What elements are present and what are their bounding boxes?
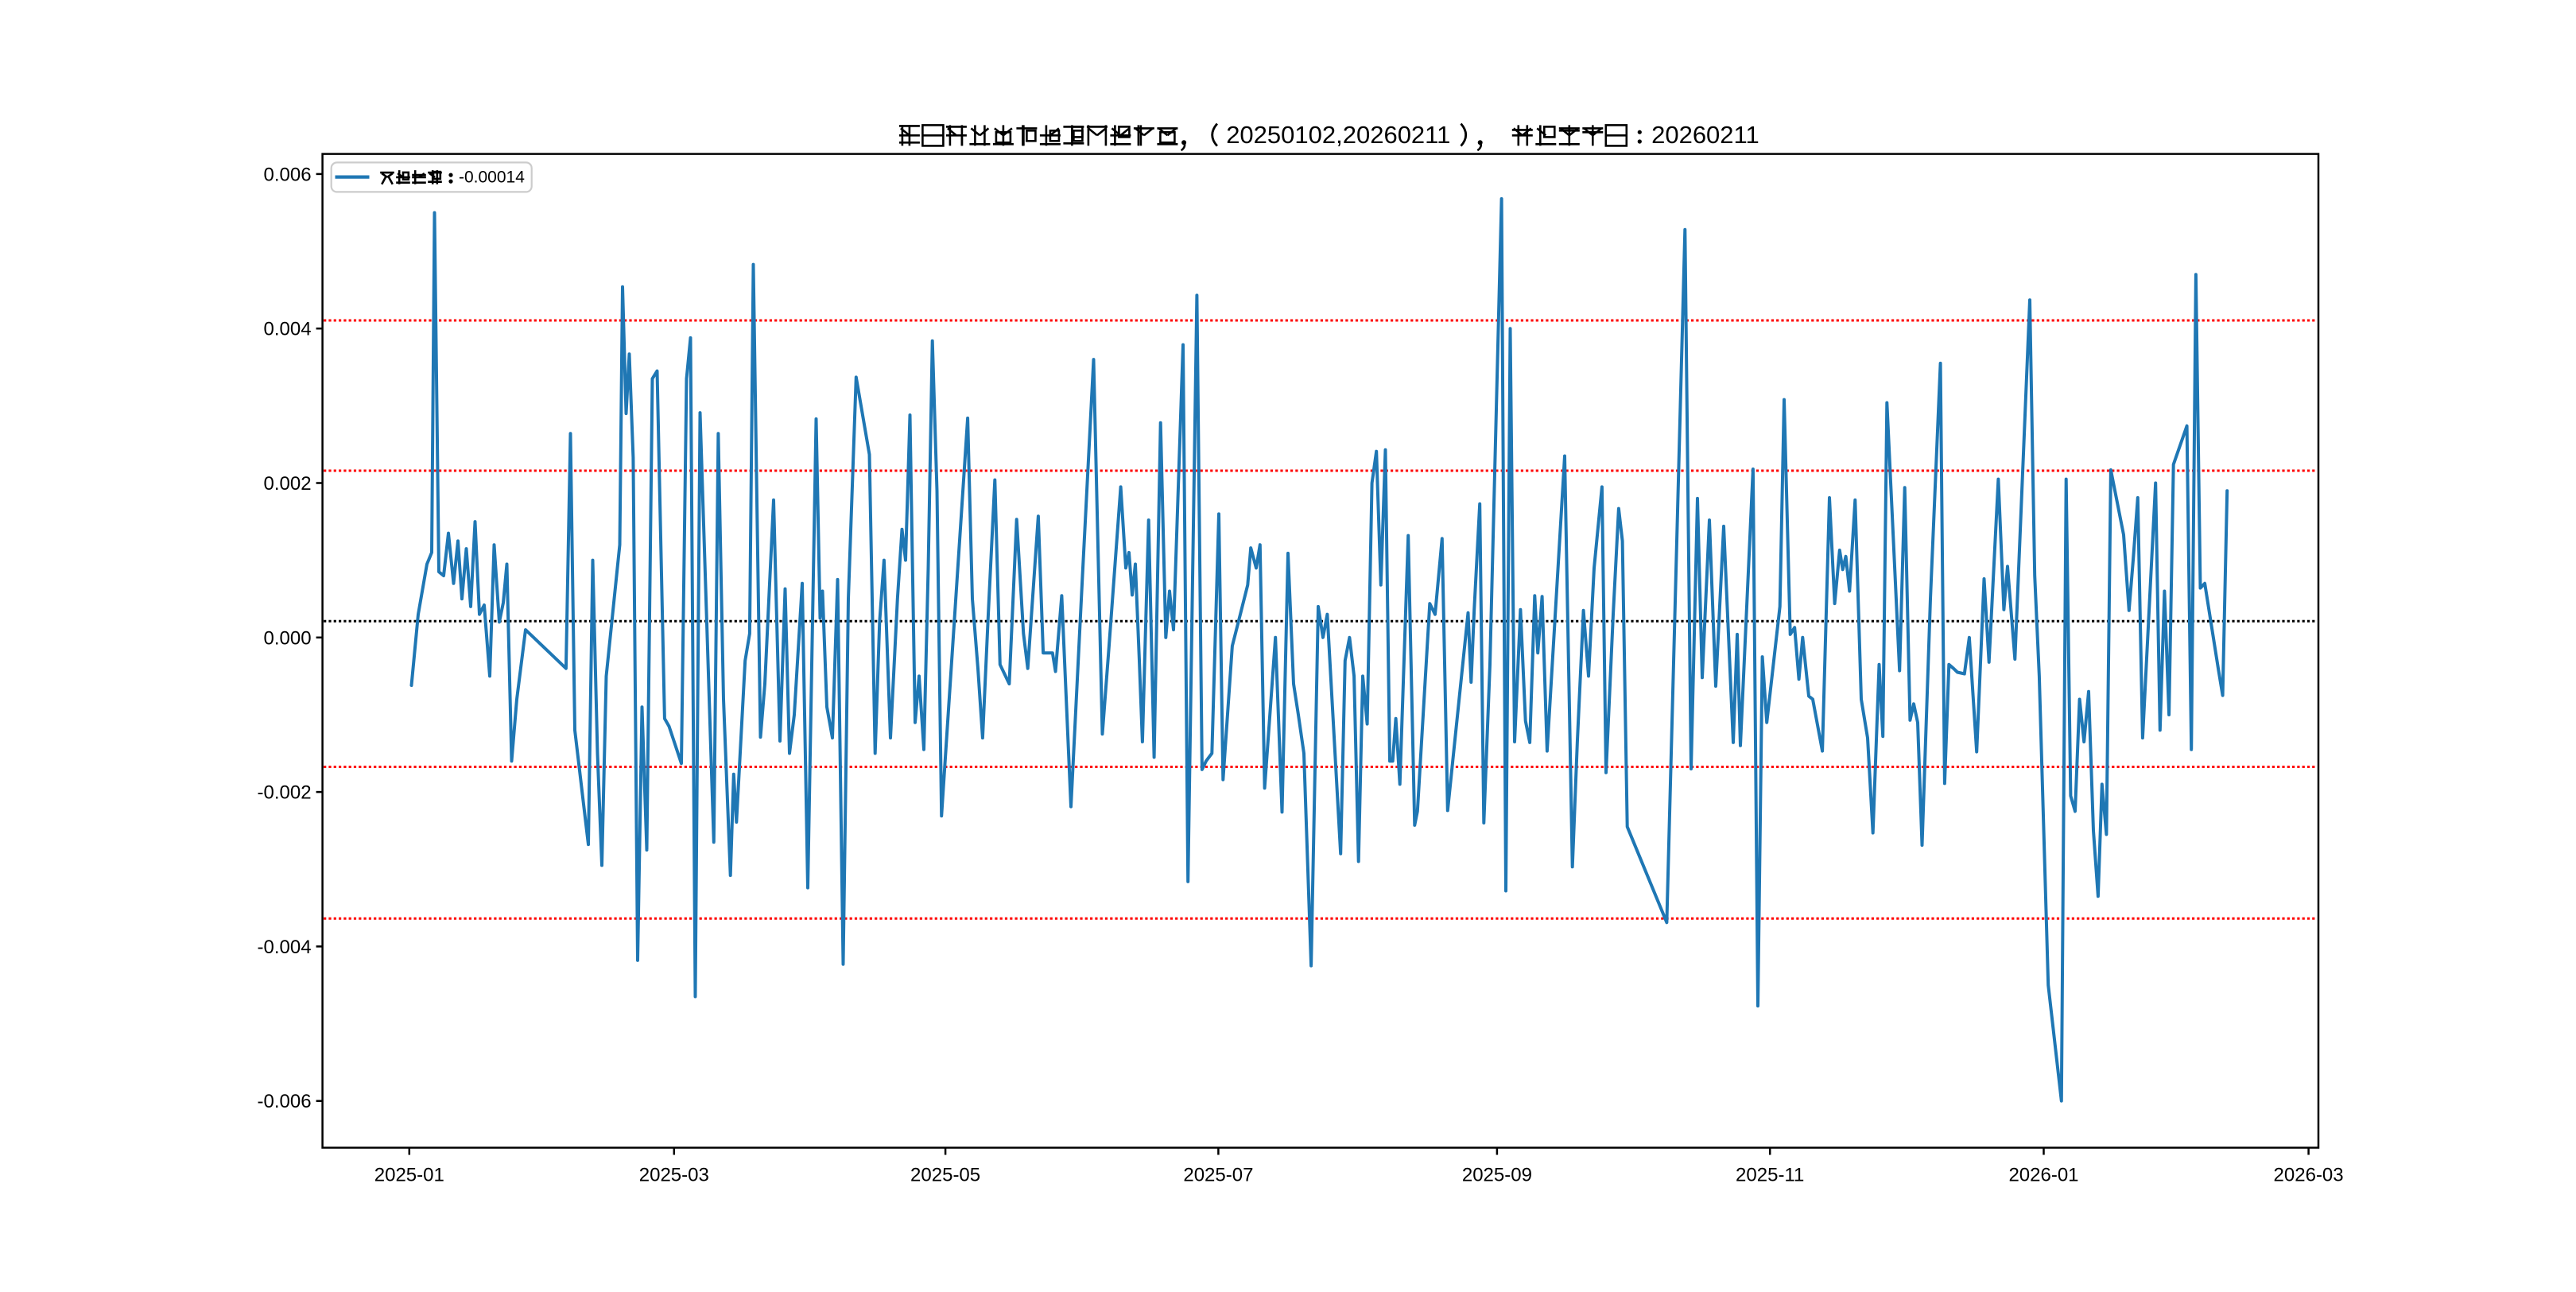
svg-text:20250102,20260211: 20250102,20260211 <box>1226 121 1450 149</box>
svg-text:2026-03: 2026-03 <box>2274 1165 2344 1186</box>
svg-text:0.000: 0.000 <box>264 627 312 649</box>
svg-text:2025-07: 2025-07 <box>1183 1165 1253 1186</box>
svg-text:2025-11: 2025-11 <box>1736 1165 1804 1186</box>
svg-text:2025-09: 2025-09 <box>1462 1165 1532 1186</box>
svg-text:-0.00014: -0.00014 <box>459 168 525 186</box>
svg-text:2025-05: 2025-05 <box>910 1165 980 1186</box>
svg-text:2025-01: 2025-01 <box>374 1165 444 1186</box>
svg-text:2025-03: 2025-03 <box>639 1165 709 1186</box>
svg-text:-0.004: -0.004 <box>258 937 312 958</box>
svg-text:2026-01: 2026-01 <box>2008 1165 2078 1186</box>
svg-text:0.006: 0.006 <box>264 164 312 185</box>
svg-text:-0.006: -0.006 <box>258 1091 312 1112</box>
svg-text:-0.002: -0.002 <box>258 782 312 804</box>
svg-text:0.004: 0.004 <box>264 319 312 340</box>
svg-text:0.002: 0.002 <box>264 473 312 495</box>
svg-text:20260211: 20260211 <box>1651 121 1759 149</box>
